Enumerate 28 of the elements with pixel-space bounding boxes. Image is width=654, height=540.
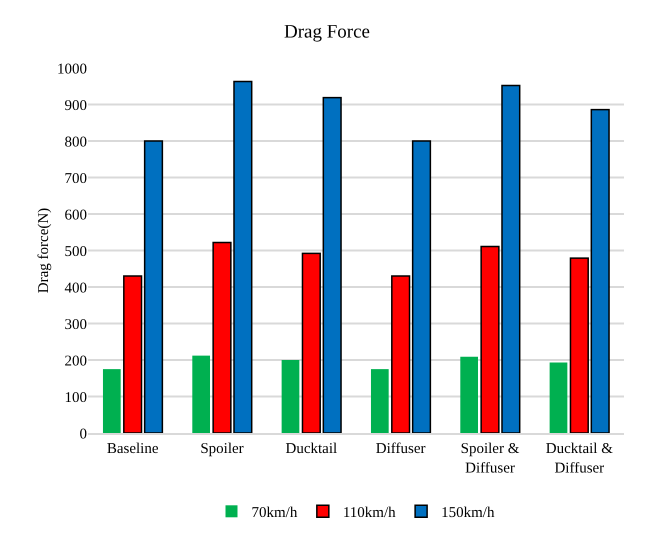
y-tick-label: 900 (64, 98, 87, 114)
bar (192, 356, 210, 433)
x-tick-label: Baseline (106, 440, 159, 457)
legend-label: 70km/h (252, 505, 298, 522)
y-tick-label: 200 (64, 353, 87, 370)
bar (370, 369, 389, 433)
x-tick-label: Ducktail & Diffuser (546, 440, 614, 476)
y-tick-label: 500 (64, 244, 87, 260)
bar (550, 362, 568, 433)
bar (282, 360, 300, 433)
x-tick-label: Diffuser (376, 440, 426, 457)
y-tick-label: 100 (64, 390, 87, 406)
y-tick-label: 800 (64, 134, 87, 150)
y-tick-label: 1000 (57, 61, 87, 78)
x-tick-label: Ducktail (286, 440, 338, 457)
legend-label: 110km/h (342, 505, 396, 522)
y-tick-label: 700 (64, 170, 87, 187)
bar (102, 369, 121, 433)
legend-label: 150km/h (441, 505, 495, 522)
x-tick-label: Spoiler & Diffuser (460, 440, 520, 476)
bar (460, 356, 478, 433)
y-tick-label: 600 (64, 207, 87, 224)
x-tick-label: Spoiler (200, 440, 244, 457)
y-tick-label: 0 (80, 426, 87, 442)
y-tick-label: 300 (64, 316, 87, 333)
y-axis-title: Drag force(N) (36, 208, 52, 294)
y-tick-label: 400 (64, 280, 87, 296)
chart-title: Drag Force (284, 22, 370, 43)
